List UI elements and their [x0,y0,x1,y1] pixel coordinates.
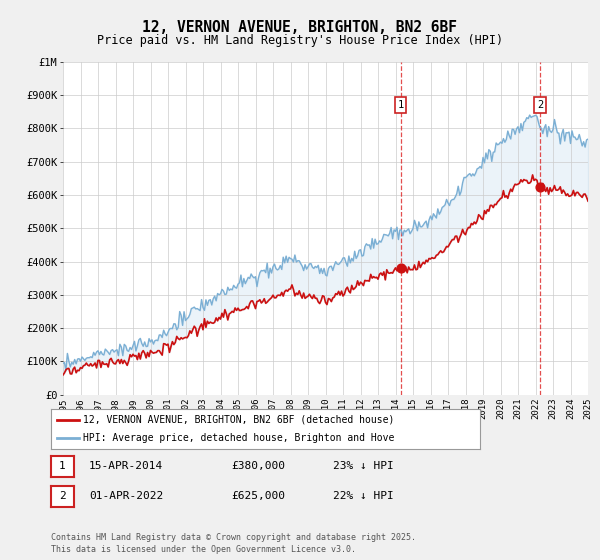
Text: 15-APR-2014: 15-APR-2014 [89,461,163,472]
Text: 23% ↓ HPI: 23% ↓ HPI [333,461,394,472]
Point [535,182,545,191]
Text: 12, VERNON AVENUE, BRIGHTON, BN2 6BF (detached house): 12, VERNON AVENUE, BRIGHTON, BN2 6BF (de… [83,415,395,424]
Text: Contains HM Land Registry data © Crown copyright and database right 2025.
This d: Contains HM Land Registry data © Crown c… [51,533,416,554]
Text: £380,000: £380,000 [231,461,285,472]
Text: 1: 1 [397,100,404,110]
Text: Price paid vs. HM Land Registry's House Price Index (HPI): Price paid vs. HM Land Registry's House … [97,34,503,46]
Text: 1: 1 [59,461,66,472]
Text: 01-APR-2022: 01-APR-2022 [89,491,163,501]
Text: 12, VERNON AVENUE, BRIGHTON, BN2 6BF: 12, VERNON AVENUE, BRIGHTON, BN2 6BF [143,20,458,35]
Point [396,264,406,273]
Text: HPI: Average price, detached house, Brighton and Hove: HPI: Average price, detached house, Brig… [83,433,395,443]
Text: £625,000: £625,000 [231,491,285,501]
Text: 2: 2 [537,100,543,110]
Text: 2: 2 [59,491,66,501]
Text: 22% ↓ HPI: 22% ↓ HPI [333,491,394,501]
